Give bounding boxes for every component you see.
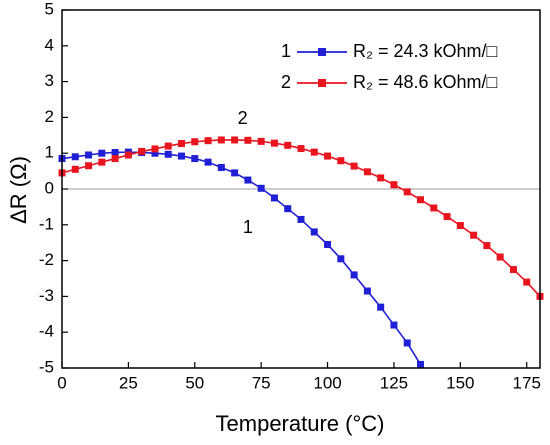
y-tick-label: 5 <box>45 0 54 18</box>
data-point <box>191 138 199 146</box>
data-point <box>178 152 185 160</box>
data-point <box>244 136 252 144</box>
data-point <box>324 152 332 160</box>
data-point <box>204 137 212 145</box>
data-point <box>337 157 345 165</box>
x-tick-label: 50 <box>185 373 204 392</box>
data-point <box>443 213 451 221</box>
legend-number: 1 <box>281 41 291 61</box>
annotation: 1 <box>243 217 253 237</box>
data-point <box>151 149 159 157</box>
legend-marker <box>318 79 326 87</box>
data-point <box>297 145 305 153</box>
data-point <box>164 142 172 150</box>
data-point <box>297 215 305 223</box>
x-tick-label: 100 <box>313 373 341 392</box>
data-point <box>178 140 185 148</box>
x-axis-label: Temperature (°C) <box>216 411 385 436</box>
y-tick-label: -4 <box>39 322 54 341</box>
data-point <box>324 240 332 248</box>
data-point <box>284 205 292 213</box>
data-point <box>98 158 106 166</box>
data-point <box>217 136 225 144</box>
data-point <box>98 149 106 157</box>
legend-label: R₂ = 48.6 kOhm/□ <box>353 72 498 92</box>
data-point <box>244 176 252 184</box>
x-tick-label: 25 <box>119 373 138 392</box>
data-point <box>377 174 385 182</box>
legend-label: R₂ = 24.3 kOhm/□ <box>353 41 498 61</box>
series-line <box>61 151 422 365</box>
data-point <box>403 339 411 347</box>
data-point <box>417 196 424 204</box>
data-point <box>217 164 225 172</box>
data-point <box>509 266 517 274</box>
data-point <box>270 139 278 147</box>
data-point <box>71 165 79 173</box>
data-point <box>85 162 93 170</box>
y-tick-label: -1 <box>39 214 54 233</box>
data-point <box>257 137 265 145</box>
y-axis-label: ΔR (Ω) <box>6 156 31 224</box>
data-point <box>257 184 265 192</box>
y-tick-label: 0 <box>45 178 54 197</box>
y-tick-label: 3 <box>45 71 54 90</box>
y-tick-label: -3 <box>39 286 54 305</box>
data-point <box>430 204 438 212</box>
data-point <box>270 194 278 202</box>
plot-frame <box>61 9 541 369</box>
y-tick-label: 4 <box>45 35 54 54</box>
data-point <box>470 231 478 239</box>
x-tick-label: 175 <box>513 373 541 392</box>
legend-number: 2 <box>281 72 291 92</box>
data-point <box>417 360 424 368</box>
data-point <box>284 141 292 149</box>
data-point <box>111 155 119 163</box>
x-tick-label: 75 <box>252 373 271 392</box>
data-point <box>191 155 199 163</box>
y-tick-label: 1 <box>45 143 54 162</box>
x-tick-label: 0 <box>57 373 66 392</box>
data-point <box>124 151 132 159</box>
data-point <box>85 151 93 159</box>
y-tick-label: -5 <box>39 357 54 376</box>
data-point <box>138 147 146 155</box>
data-point <box>403 188 411 196</box>
x-tick-label: 125 <box>380 373 408 392</box>
data-point <box>523 278 531 286</box>
data-point <box>310 148 318 156</box>
data-point <box>483 242 491 250</box>
data-point <box>350 271 358 279</box>
data-point <box>71 153 79 161</box>
data-point <box>164 150 172 158</box>
data-point <box>363 168 371 176</box>
x-tick-label: 150 <box>446 373 474 392</box>
legend-marker <box>318 48 326 56</box>
annotation: 2 <box>238 108 248 128</box>
y-tick-label: -2 <box>39 250 54 269</box>
data-point <box>456 222 464 230</box>
data-point <box>390 181 398 189</box>
data-point <box>377 303 385 311</box>
data-point <box>231 169 239 177</box>
data-point <box>151 145 159 153</box>
data-point <box>111 148 119 156</box>
data-point <box>350 162 358 170</box>
data-point <box>337 255 345 263</box>
y-tick-label: 2 <box>45 107 54 126</box>
data-point <box>204 158 212 166</box>
data-point <box>231 136 239 144</box>
data-point <box>390 321 398 329</box>
data-point <box>310 228 318 236</box>
data-point <box>496 253 504 261</box>
data-point <box>363 287 371 295</box>
